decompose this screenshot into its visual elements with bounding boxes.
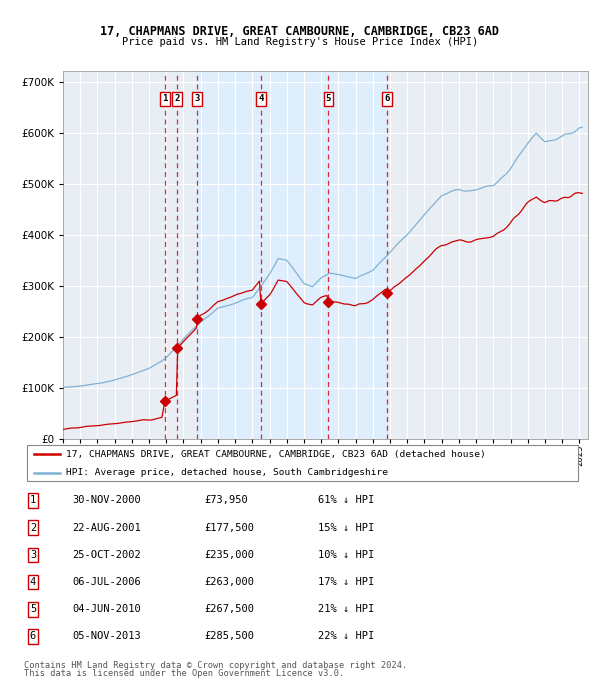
Text: 17% ↓ HPI: 17% ↓ HPI — [318, 577, 374, 587]
Text: 25-OCT-2002: 25-OCT-2002 — [72, 550, 141, 560]
Text: 22% ↓ HPI: 22% ↓ HPI — [318, 632, 374, 641]
Text: 2: 2 — [30, 523, 36, 532]
Text: 15% ↓ HPI: 15% ↓ HPI — [318, 523, 374, 532]
Text: 4: 4 — [30, 577, 36, 587]
Text: Price paid vs. HM Land Registry's House Price Index (HPI): Price paid vs. HM Land Registry's House … — [122, 37, 478, 47]
Text: 04-JUN-2010: 04-JUN-2010 — [72, 605, 141, 614]
Text: 5: 5 — [326, 95, 331, 103]
Text: HPI: Average price, detached house, South Cambridgeshire: HPI: Average price, detached house, Sout… — [66, 468, 388, 477]
Text: 6: 6 — [385, 95, 390, 103]
Text: 61% ↓ HPI: 61% ↓ HPI — [318, 496, 374, 505]
Text: 21% ↓ HPI: 21% ↓ HPI — [318, 605, 374, 614]
Bar — [197, 71, 387, 439]
Text: £235,000: £235,000 — [204, 550, 254, 560]
Text: 3: 3 — [30, 550, 36, 560]
Text: This data is licensed under the Open Government Licence v3.0.: This data is licensed under the Open Gov… — [24, 669, 344, 678]
Text: £285,500: £285,500 — [204, 632, 254, 641]
Text: 1: 1 — [162, 95, 167, 103]
Text: 5: 5 — [30, 605, 36, 614]
Text: 6: 6 — [30, 632, 36, 641]
Text: £267,500: £267,500 — [204, 605, 254, 614]
Text: £177,500: £177,500 — [204, 523, 254, 532]
Text: 10% ↓ HPI: 10% ↓ HPI — [318, 550, 374, 560]
Text: 17, CHAPMANS DRIVE, GREAT CAMBOURNE, CAMBRIDGE, CB23 6AD (detached house): 17, CHAPMANS DRIVE, GREAT CAMBOURNE, CAM… — [66, 450, 485, 459]
Text: Contains HM Land Registry data © Crown copyright and database right 2024.: Contains HM Land Registry data © Crown c… — [24, 661, 407, 670]
Text: 4: 4 — [259, 95, 264, 103]
Text: £263,000: £263,000 — [204, 577, 254, 587]
Text: 3: 3 — [194, 95, 200, 103]
Text: 2: 2 — [175, 95, 180, 103]
Text: 22-AUG-2001: 22-AUG-2001 — [72, 523, 141, 532]
Text: 1: 1 — [30, 496, 36, 505]
Text: 30-NOV-2000: 30-NOV-2000 — [72, 496, 141, 505]
FancyBboxPatch shape — [27, 445, 578, 481]
Text: £73,950: £73,950 — [204, 496, 248, 505]
Text: 06-JUL-2006: 06-JUL-2006 — [72, 577, 141, 587]
Text: 05-NOV-2013: 05-NOV-2013 — [72, 632, 141, 641]
Text: 17, CHAPMANS DRIVE, GREAT CAMBOURNE, CAMBRIDGE, CB23 6AD: 17, CHAPMANS DRIVE, GREAT CAMBOURNE, CAM… — [101, 25, 499, 38]
